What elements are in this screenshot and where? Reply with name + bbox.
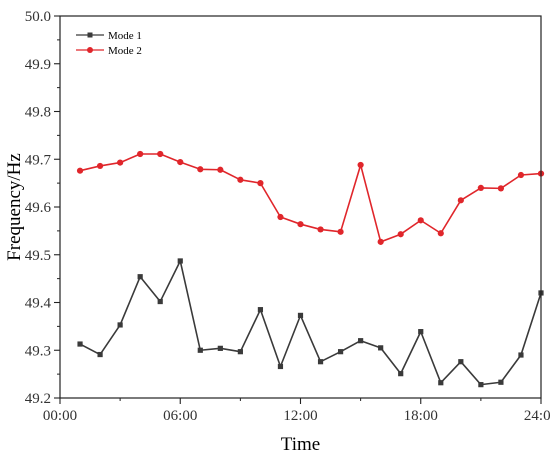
data-point-mode-2 [76, 167, 84, 174]
data-point-mode-1 [97, 351, 103, 358]
data-point-mode-1 [337, 349, 344, 355]
data-point-mode-1 [498, 379, 504, 385]
data-point-mode-2 [217, 166, 224, 173]
series-mode-2 [76, 150, 545, 245]
legend-label-mode-2: Mode 2 [108, 45, 142, 57]
data-point-mode-2 [517, 171, 525, 179]
data-point-mode-1 [197, 347, 203, 353]
legend-label-mode-1: Mode 1 [108, 30, 142, 42]
data-point-mode-2 [397, 231, 404, 238]
data-point-mode-1 [257, 307, 264, 313]
data-point-mode-2 [417, 217, 424, 224]
y-tick-label: 49.4 [25, 296, 52, 312]
data-point-mode-2 [197, 166, 204, 173]
data-point-mode-2 [317, 226, 324, 233]
data-point-mode-2 [237, 176, 244, 183]
ticks-layer: 00:00 06:00 12:00 18:00 24:00 49.2 49.3 49.4 49.… [25, 9, 550, 424]
legend-item-mode-1: Mode 1 [76, 30, 142, 42]
data-point-mode-2 [297, 221, 304, 228]
data-point-mode-1 [418, 329, 424, 335]
y-tick-label: 49.7 [25, 152, 52, 168]
series-line-mode-1 [79, 260, 542, 386]
data-point-mode-2 [117, 159, 124, 166]
series-layer [76, 150, 545, 388]
data-point-mode-1 [378, 345, 384, 351]
data-point-mode-1 [217, 345, 223, 351]
data-point-mode-2 [277, 213, 284, 221]
data-point-mode-1 [157, 298, 163, 305]
data-point-mode-1 [358, 338, 364, 344]
data-point-mode-1 [478, 382, 484, 388]
data-point-mode-2 [437, 230, 444, 237]
y-tick-label: 49.2 [25, 391, 51, 407]
data-point-mode-1 [458, 359, 464, 365]
x-tick-label: 00:00 [43, 408, 77, 424]
data-point-mode-1 [177, 258, 183, 264]
series-line-mode-2 [79, 153, 542, 243]
legend: Mode 1 Mode 2 [76, 30, 142, 57]
data-point-mode-1 [518, 352, 524, 358]
data-point-mode-1 [77, 341, 83, 347]
x-tick-label: 12:00 [283, 408, 317, 424]
y-axis-title: Frequency/Hz [4, 153, 25, 261]
y-tick-label: 49.3 [25, 343, 51, 359]
x-axis-title: Time [281, 434, 320, 455]
legend-marker-mode-1 [87, 32, 93, 38]
data-point-mode-1 [117, 322, 123, 328]
data-point-mode-1 [237, 349, 243, 355]
data-point-mode-2 [377, 238, 384, 245]
data-point-mode-2 [497, 185, 505, 192]
legend-item-mode-2: Mode 2 [76, 45, 142, 57]
y-tick-label: 49.5 [25, 248, 51, 264]
data-point-mode-2 [257, 180, 264, 187]
legend-marker-mode-2 [87, 47, 93, 53]
data-point-mode-1 [137, 274, 143, 280]
data-point-mode-2 [137, 150, 144, 158]
data-point-mode-2 [177, 159, 184, 166]
plot-frame [59, 15, 542, 399]
y-tick-label: 49.6 [25, 200, 52, 216]
data-point-mode-1 [438, 380, 444, 386]
series-mode-1 [77, 258, 544, 388]
data-point-mode-2 [477, 184, 484, 191]
x-tick-label: 18:00 [404, 408, 438, 424]
x-tick-label: 24:00 [524, 408, 550, 424]
data-point-mode-2 [357, 161, 364, 169]
y-tick-label: 49.8 [25, 105, 51, 121]
data-point-mode-1 [317, 359, 324, 365]
data-point-mode-1 [297, 312, 304, 318]
data-point-mode-1 [277, 363, 284, 370]
data-point-mode-2 [337, 228, 344, 235]
y-tick-label: 49.9 [25, 57, 51, 73]
y-tick-label: 50.0 [25, 9, 51, 25]
data-point-mode-2 [96, 162, 104, 170]
data-point-mode-1 [398, 371, 404, 377]
data-point-mode-2 [457, 197, 464, 204]
x-tick-label: 06:00 [163, 408, 197, 424]
data-point-mode-2 [157, 150, 164, 158]
